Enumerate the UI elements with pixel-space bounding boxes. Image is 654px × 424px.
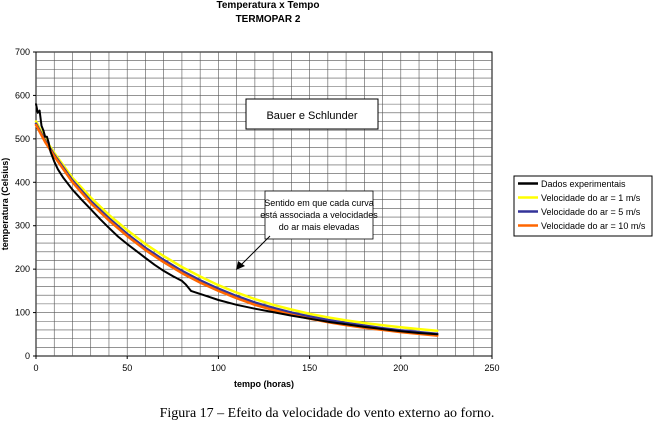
- y-tick-label: 500: [15, 134, 30, 144]
- arrow-head: [236, 261, 245, 270]
- series-layer: [34, 103, 439, 337]
- y-tick-label: 300: [15, 221, 30, 231]
- y-tick-label: 100: [15, 308, 30, 318]
- legend: Dados experimentais Velocidade do ar = 1…: [513, 175, 653, 237]
- annotation-box: Bauer e Schlunder: [245, 98, 379, 130]
- legend-label-5ms: Velocidade do ar = 5 m/s: [541, 207, 641, 217]
- legend-label-10ms: Velocidade do ar = 10 m/s: [541, 221, 646, 231]
- legend-label-1ms: Velocidade do ar = 1 m/s: [541, 193, 641, 203]
- x-tick-label: 250: [484, 363, 499, 373]
- arrow-note: Sentido em que cada curva está associada…: [236, 190, 378, 270]
- y-axis-ticks: 0 100 200 300 400 500 600 700: [15, 47, 36, 361]
- chart-title: Temperatura x Tempo: [217, 0, 320, 11]
- x-tick-label: 50: [122, 363, 132, 373]
- arrow-note-line-3: do ar mais elevadas: [279, 222, 360, 232]
- y-axis-label: temperatura (Celsius): [0, 158, 10, 251]
- arrow-note-line-2: está associada a velocidades: [260, 210, 378, 220]
- y-tick-label: 700: [15, 47, 30, 57]
- x-tick-label: 200: [393, 363, 408, 373]
- y-tick-label: 600: [15, 90, 30, 100]
- x-axis-label: tempo (horas): [234, 379, 294, 389]
- series-line-experimental: [35, 103, 439, 336]
- legend-label-experimental: Dados experimentais: [541, 179, 626, 189]
- series-line-1ms: [34, 120, 439, 333]
- x-tick-label: 0: [33, 363, 38, 373]
- figure-caption: Figura 17 – Efeito da velocidade do vent…: [160, 406, 495, 421]
- y-tick-label: 0: [25, 351, 30, 361]
- arrow-note-line-1: Sentido em que cada curva: [264, 198, 374, 208]
- series-line-5ms: [34, 122, 439, 336]
- annotation-box-text: Bauer e Schlunder: [266, 110, 357, 122]
- grid-lines: [36, 52, 492, 356]
- x-axis-ticks: 0 50 100 150 200 250: [33, 356, 500, 373]
- y-tick-label: 200: [15, 264, 30, 274]
- x-tick-label: 150: [302, 363, 317, 373]
- y-tick-label: 400: [15, 177, 30, 187]
- chart-subtitle: TERMOPAR 2: [236, 14, 301, 25]
- arrow-line: [239, 235, 271, 267]
- x-tick-label: 100: [211, 363, 226, 373]
